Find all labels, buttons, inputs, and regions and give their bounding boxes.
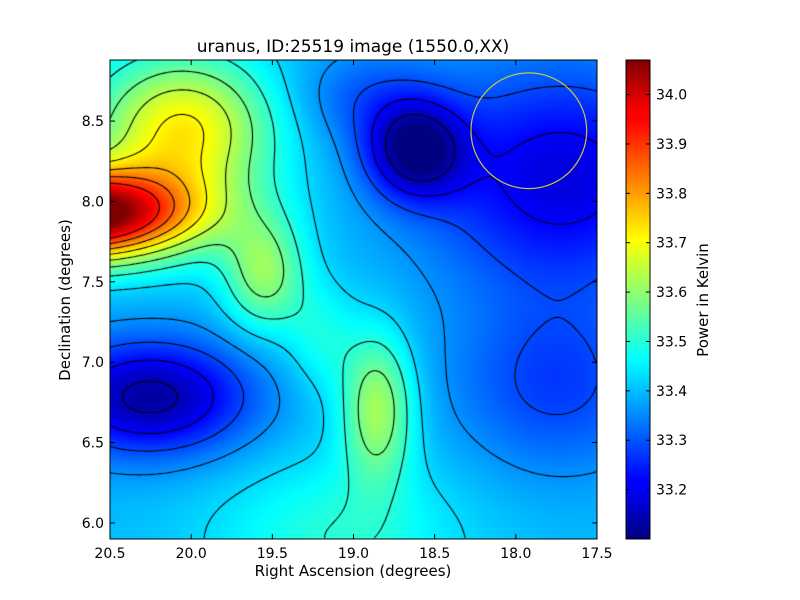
beam-circle <box>470 72 588 190</box>
y-tick-label: 6.0 <box>82 516 104 532</box>
colorbar-tick-label: 33.2 <box>656 483 687 499</box>
y-tick-label: 7.5 <box>82 275 104 291</box>
colorbar-gradient <box>625 59 651 540</box>
colorbar-tick-label: 33.7 <box>656 236 687 252</box>
y-tick-label: 7.0 <box>82 355 104 371</box>
y-tick-label: 8.5 <box>82 114 104 130</box>
y-axis: 6.0 6.5 7.0 7.5 8.0 8.5 <box>82 114 597 532</box>
x-axis-label: Right Ascension (degrees) <box>255 562 452 580</box>
colorbar: 33.2 33.3 33.4 33.5 33.6 33.7 33.8 33.9 34.0 Pow… <box>625 59 712 540</box>
colorbar-tick-label: 33.3 <box>656 433 687 449</box>
x-tick-label: 19.5 <box>257 546 288 562</box>
colorbar-label: Power in Kelvin <box>694 243 712 357</box>
colorbar-tick-label: 33.9 <box>656 137 687 153</box>
x-tick-label: 20.0 <box>176 546 207 562</box>
y-tick-label: 6.5 <box>82 436 104 452</box>
x-tick-label: 17.5 <box>581 546 612 562</box>
x-axis: 20.5 20.0 19.5 19.0 18.5 18.0 17.5 <box>94 60 613 562</box>
chart-title: uranus, ID:25519 image (1550.0,XX) <box>197 37 510 57</box>
x-tick-label: 18.5 <box>419 546 450 562</box>
heatmap-image <box>110 60 597 539</box>
x-tick-label: 18.0 <box>500 546 531 562</box>
beam-layer <box>470 72 588 190</box>
colorbar-tick-label: 33.4 <box>656 384 687 400</box>
colorbar-tick-label: 34.0 <box>656 88 687 104</box>
y-axis-label: Declination (degrees) <box>56 219 74 381</box>
y-tick-label: 8.0 <box>82 194 104 210</box>
colorbar-tick-label: 33.5 <box>656 334 687 350</box>
colorbar-ticks: 33.2 33.3 33.4 33.5 33.6 33.7 33.8 33.9 34.0 <box>626 88 687 499</box>
x-tick-label: 19.0 <box>338 546 369 562</box>
plot-area <box>109 59 598 540</box>
colorbar-tick-label: 33.8 <box>656 186 687 202</box>
x-tick-label: 20.5 <box>94 546 125 562</box>
colorbar-tick-label: 33.6 <box>656 285 687 301</box>
